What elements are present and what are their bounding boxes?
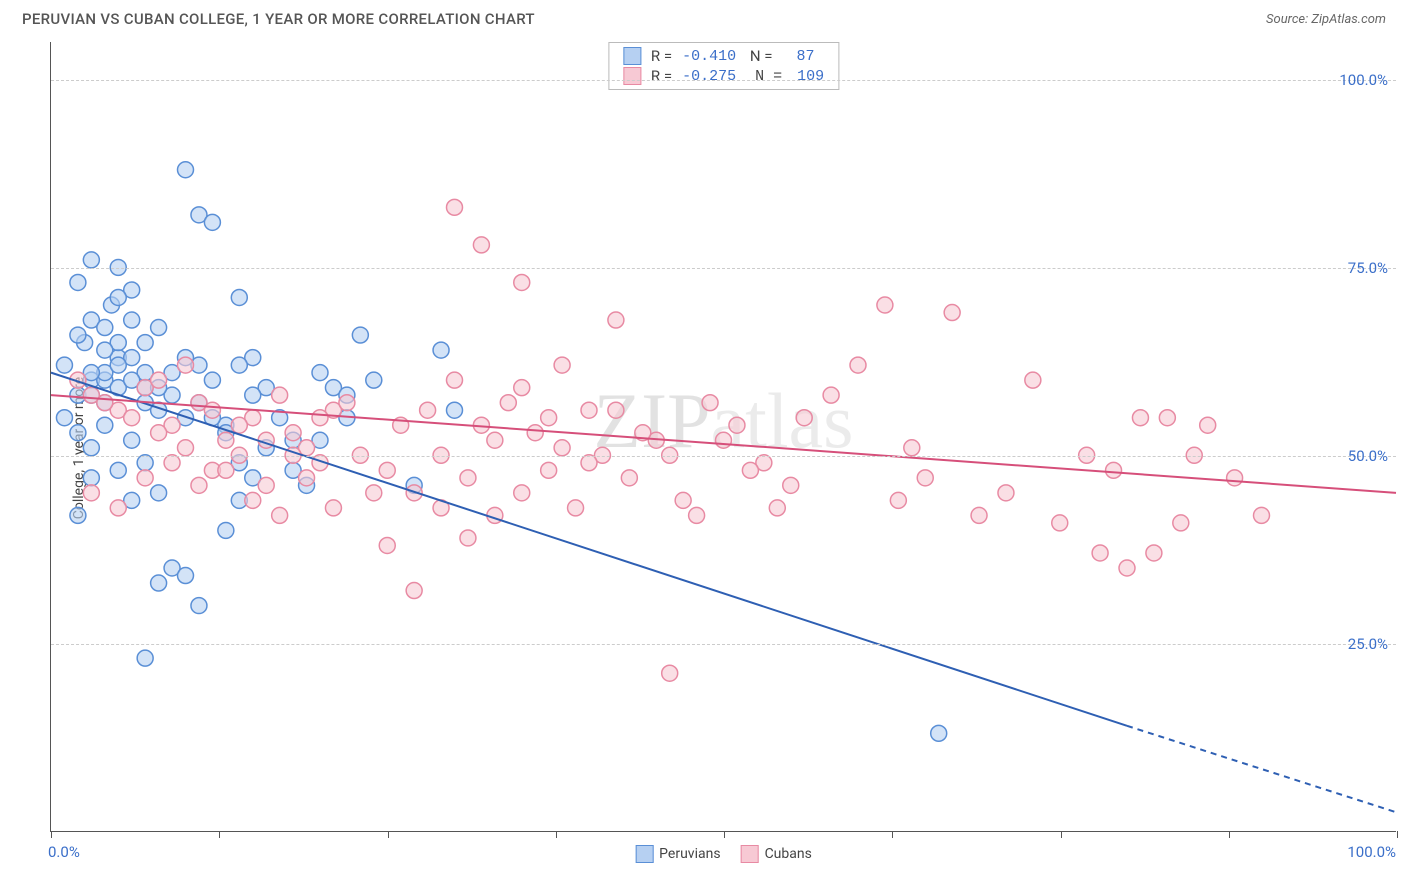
stat-label: R = — [651, 67, 672, 85]
stat-label: N = — [746, 47, 772, 65]
chart-area: ZIPatlas R = -0.410 N = 87 R = -0.275 N … — [50, 42, 1396, 832]
y-tick-label: 25.0% — [1348, 635, 1388, 653]
swatch-icon — [623, 47, 641, 65]
swatch-icon — [741, 845, 759, 863]
stats-row: R = -0.275 N = 109 — [623, 67, 824, 85]
stat-r-value: -0.410 — [682, 48, 736, 65]
legend-bottom: Peruvians Cubans — [635, 845, 812, 863]
stat-label: R = — [651, 47, 672, 65]
legend-item: Peruvians — [635, 845, 720, 863]
chart-title: PERUVIAN VS CUBAN COLLEGE, 1 YEAR OR MOR… — [22, 10, 535, 28]
stat-label: N = — [746, 68, 782, 85]
legend-label: Cubans — [765, 846, 812, 862]
x-axis-max-label: 100.0% — [1347, 843, 1396, 861]
y-tick-label: 75.0% — [1348, 259, 1388, 277]
swatch-icon — [635, 845, 653, 863]
x-axis-min-label: 0.0% — [48, 843, 80, 861]
y-tick-label: 100.0% — [1339, 71, 1388, 89]
stat-n-value: 87 — [782, 48, 814, 65]
y-tick-label: 50.0% — [1348, 447, 1388, 465]
scatter-plot — [51, 42, 1396, 831]
stats-legend-box: R = -0.410 N = 87 R = -0.275 N = 109 — [608, 42, 839, 90]
stats-row: R = -0.410 N = 87 — [623, 47, 824, 65]
stat-n-value: 109 — [792, 68, 824, 85]
legend-label: Peruvians — [659, 846, 720, 862]
swatch-icon — [623, 67, 641, 85]
legend-item: Cubans — [741, 845, 812, 863]
stat-r-value: -0.275 — [682, 68, 736, 85]
source-label: Source: ZipAtlas.com — [1266, 12, 1386, 27]
